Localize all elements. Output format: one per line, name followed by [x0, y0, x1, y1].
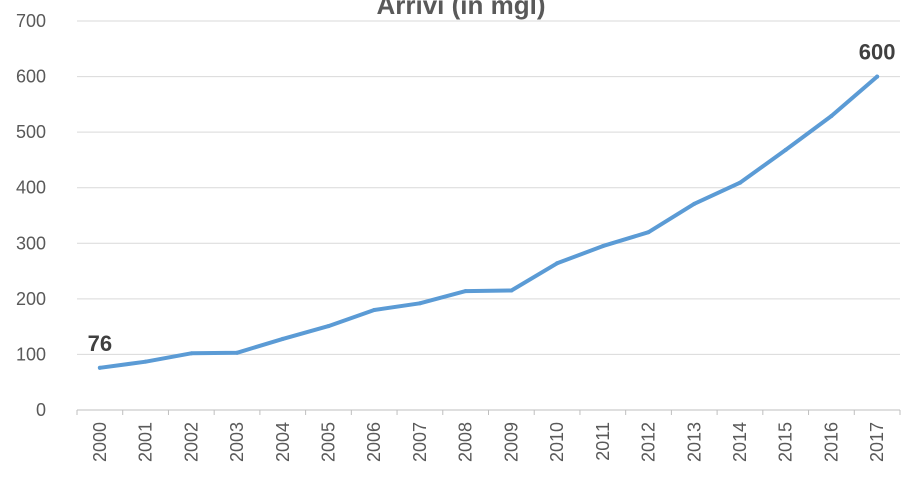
data-point: [417, 301, 422, 306]
data-point: [829, 114, 834, 119]
data-point: [143, 359, 148, 364]
data-point: [372, 307, 377, 312]
chart-title: Arrivi (in mgl): [376, 0, 545, 20]
data-point: [326, 324, 331, 329]
y-tick-label: 200: [16, 289, 46, 309]
data-point: [737, 180, 742, 185]
y-tick-label: 100: [16, 344, 46, 364]
data-point: [189, 351, 194, 356]
data-point: [463, 289, 468, 294]
x-tick-label: 2005: [318, 422, 338, 462]
data-point: [509, 288, 514, 293]
x-tick-label: 2003: [227, 422, 247, 462]
data-labels: 76 600: [88, 40, 896, 356]
x-axis: 2000 2001 2002 2003 2004 2005 2006 2007 2008 2009…: [76, 410, 901, 462]
x-tick-label: 2009: [501, 422, 521, 462]
series-line: [97, 74, 880, 370]
x-tick-label: 2006: [364, 422, 384, 462]
data-point: [235, 350, 240, 355]
x-tick-label: 2013: [684, 422, 704, 462]
data-point: [555, 261, 560, 266]
y-tick-label: 300: [16, 233, 46, 253]
x-tick-label: 2000: [90, 422, 110, 462]
series-lines: [97, 74, 880, 370]
data-point: [97, 365, 102, 370]
x-tick-label: 2007: [410, 422, 430, 462]
x-tick-label: 2008: [456, 422, 476, 462]
x-tick-label: 2002: [181, 422, 201, 462]
x-tick-label: 2015: [776, 422, 796, 462]
y-tick-label: 0: [36, 400, 46, 420]
data-point: [783, 147, 788, 152]
x-tick-label: 2010: [547, 422, 567, 462]
data-label: 76: [88, 331, 112, 356]
x-tick-label: 2014: [730, 422, 750, 462]
y-axis: 0 100 200 300 400 500 600 700: [16, 11, 46, 420]
y-tick-label: 400: [16, 178, 46, 198]
y-tick-label: 600: [16, 67, 46, 87]
x-tick-label: 2016: [821, 422, 841, 462]
data-label: 600: [859, 40, 896, 65]
y-tick-label: 700: [16, 11, 46, 31]
data-point: [600, 244, 605, 249]
grid-lines: [77, 20, 900, 355]
data-point: [646, 230, 651, 235]
x-tick-label: 2011: [593, 422, 613, 461]
x-tick-label: 2012: [639, 422, 659, 462]
y-tick-label: 500: [16, 122, 46, 142]
data-point: [280, 336, 285, 341]
data-point: [692, 201, 697, 206]
x-tick-label: 2017: [867, 422, 887, 462]
x-tick-label: 2001: [136, 422, 156, 462]
data-point: [875, 74, 880, 79]
x-tick-label: 2004: [273, 422, 293, 462]
